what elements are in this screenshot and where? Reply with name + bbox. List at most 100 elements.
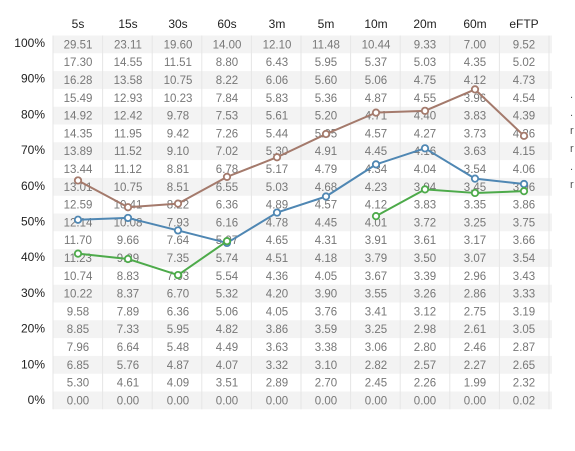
table-cell: 2.26 bbox=[414, 378, 436, 390]
table-cell: 4.40 bbox=[414, 111, 436, 123]
table-cell: 5.60 bbox=[315, 75, 337, 87]
table-cell: 3.25 bbox=[464, 217, 486, 229]
y-tick-label: 0% bbox=[28, 393, 46, 407]
table-cell: 5.95 bbox=[315, 57, 337, 69]
table-cell: 9.42 bbox=[167, 128, 189, 140]
table-cell: 4.78 bbox=[266, 217, 288, 229]
table-cell: 6.36 bbox=[167, 306, 189, 318]
table-cell: 5.74 bbox=[216, 253, 239, 265]
table-cell: 3.83 bbox=[464, 111, 486, 123]
series-2-point bbox=[519, 179, 529, 189]
table-cell: 9.78 bbox=[167, 111, 189, 123]
series-1-point bbox=[519, 131, 529, 140]
table-cell: 8.83 bbox=[117, 271, 139, 283]
series-2-point bbox=[73, 215, 83, 224]
table-cell: 3.50 bbox=[414, 253, 436, 265]
column-header-5s: 5s bbox=[72, 17, 85, 31]
table-cell: 3.51 bbox=[216, 378, 238, 390]
series-3-point bbox=[222, 237, 232, 246]
table-cell: 9.66 bbox=[117, 235, 139, 247]
table-cell: 14.55 bbox=[114, 57, 143, 69]
table-cell: 4.23 bbox=[365, 182, 387, 194]
table-cell: 4.87 bbox=[167, 360, 189, 372]
table-cell: 4.31 bbox=[315, 235, 337, 247]
table-cell: 5.76 bbox=[117, 360, 139, 372]
table-cell: 0.00 bbox=[216, 395, 238, 407]
table-cell: 12.59 bbox=[64, 200, 93, 212]
y-tick-label: 70% bbox=[21, 143, 45, 157]
y-tick-label: 50% bbox=[21, 215, 45, 229]
table-cell: 2.45 bbox=[365, 378, 387, 390]
table-cell: 8.80 bbox=[216, 57, 238, 69]
table-cell: 8.81 bbox=[167, 164, 189, 176]
table-cell: 9.52 bbox=[513, 39, 535, 51]
series-2-point bbox=[420, 144, 430, 153]
table-cell: 4.01 bbox=[365, 217, 387, 229]
table-cell: 4.15 bbox=[513, 146, 535, 158]
table-cell: 3.91 bbox=[365, 235, 387, 247]
series-2-point bbox=[123, 213, 133, 223]
table-cell: 3.96 bbox=[464, 93, 486, 105]
table-cell: 5.37 bbox=[365, 57, 387, 69]
table-cell: 7.84 bbox=[216, 93, 239, 105]
table-cell: 17.30 bbox=[64, 57, 93, 69]
table-cell: 5.36 bbox=[315, 93, 337, 105]
row-stripe bbox=[53, 391, 552, 410]
column-dividers bbox=[52, 35, 550, 410]
table-cell: 4.20 bbox=[266, 289, 288, 301]
clipped-side-text: . bbox=[570, 89, 573, 101]
table-cell: 4.61 bbox=[117, 378, 139, 390]
clipped-side-text: . bbox=[570, 161, 573, 173]
table-cell: 4.04 bbox=[414, 164, 437, 176]
table-cell: 5.06 bbox=[365, 75, 387, 87]
table-cell: 10.44 bbox=[362, 39, 391, 51]
series-3-point bbox=[73, 249, 83, 258]
row-stripe bbox=[53, 355, 552, 374]
table-cell: 6.16 bbox=[216, 217, 238, 229]
table-cell: 11.95 bbox=[114, 128, 142, 140]
column-header-60m: 60m bbox=[463, 17, 486, 31]
table-cell: 3.05 bbox=[513, 324, 535, 336]
series-2-point bbox=[371, 160, 381, 169]
table-cell: 5.83 bbox=[266, 93, 288, 105]
table-cell: 6.36 bbox=[216, 200, 238, 212]
table-cell: 9.10 bbox=[167, 146, 189, 158]
series-1-point bbox=[123, 203, 133, 212]
clipped-side-text: . bbox=[570, 107, 573, 119]
table-cell: 2.46 bbox=[464, 342, 486, 354]
table-cell: 2.98 bbox=[414, 324, 436, 336]
table-cell: 3.26 bbox=[414, 289, 436, 301]
table-cell: 3.75 bbox=[513, 217, 535, 229]
table-cell: 3.79 bbox=[365, 253, 387, 265]
table-cell: 0.00 bbox=[266, 395, 288, 407]
table-cell: 12.10 bbox=[263, 39, 292, 51]
table-cell: 4.07 bbox=[216, 360, 238, 372]
y-tick-label: 10% bbox=[21, 357, 45, 371]
table-cell: 3.38 bbox=[315, 342, 337, 354]
table-cell: 3.73 bbox=[464, 128, 486, 140]
series-2-point bbox=[470, 174, 480, 183]
table-cell: 3.33 bbox=[513, 289, 535, 301]
series-1-point bbox=[470, 85, 480, 94]
table-cell: 0.00 bbox=[167, 395, 189, 407]
table-cell: 2.32 bbox=[513, 378, 535, 390]
table-cell: 7.89 bbox=[117, 306, 139, 318]
table-cell: 13.58 bbox=[114, 75, 143, 87]
series-2-point bbox=[272, 208, 282, 217]
table-cell: 7.53 bbox=[216, 111, 238, 123]
table-cell: 11.48 bbox=[312, 39, 340, 51]
y-tick-label: 80% bbox=[21, 107, 45, 121]
table-cell: 4.51 bbox=[266, 253, 288, 265]
column-header-10m: 10m bbox=[364, 17, 387, 31]
table-cell: 5.61 bbox=[266, 111, 288, 123]
table-cell: 0.00 bbox=[67, 395, 89, 407]
series-3-point bbox=[470, 188, 480, 198]
table-cell: 3.55 bbox=[365, 289, 387, 301]
table-cell: 3.10 bbox=[315, 360, 337, 372]
column-headers: 5s 15s 30s 60s 3m 5m 10m 20m 60m eFTP bbox=[72, 17, 539, 31]
table-cell: 5.03 bbox=[414, 57, 436, 69]
clipped-side-text: ..rr.r bbox=[570, 89, 574, 191]
table-cell: 2.75 bbox=[464, 306, 486, 318]
table-cell: 0.00 bbox=[365, 395, 387, 407]
